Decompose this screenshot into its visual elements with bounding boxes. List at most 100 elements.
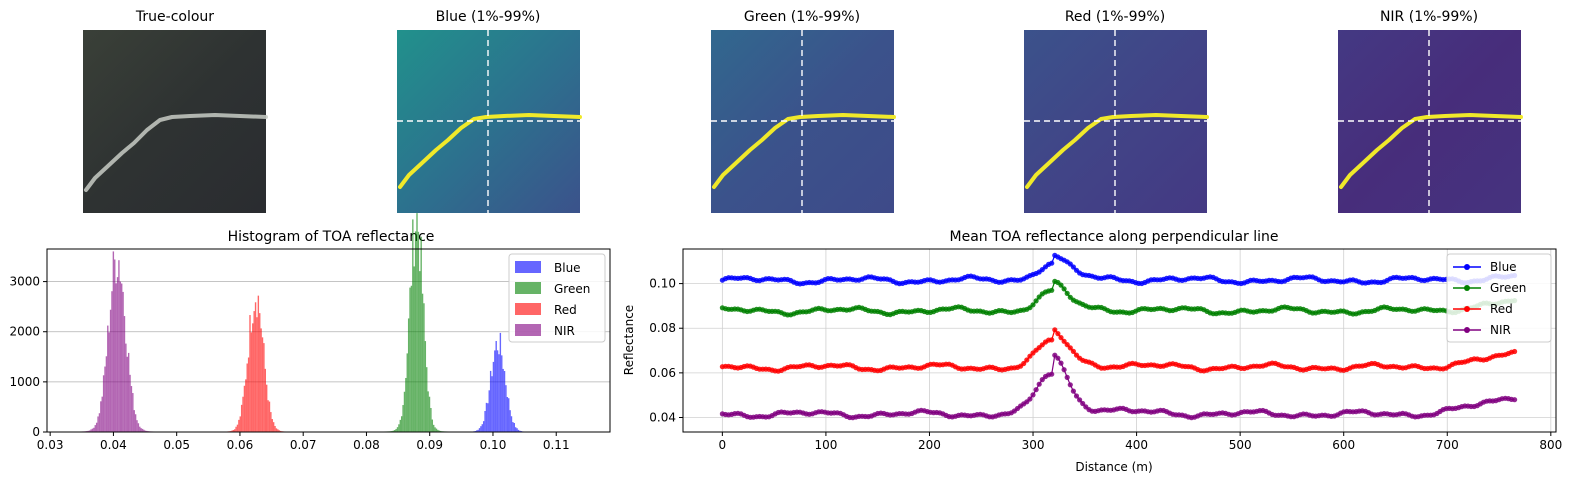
histogram-bar	[516, 428, 518, 432]
histogram-bar	[264, 368, 267, 432]
line-point	[1061, 367, 1067, 373]
histogram-series-green	[375, 213, 457, 432]
line-xtick-label: 300	[1022, 438, 1045, 452]
green-panel: Green (1%-99%)	[711, 9, 896, 213]
line-chart-ticks: 0.04 0.06 0.08 0.10 0 100 200 300 400 500 600 700 80…	[649, 277, 1562, 452]
line-point	[1049, 260, 1055, 266]
blue-river	[398, 113, 582, 189]
histogram-bar	[146, 430, 148, 432]
histogram-bar	[491, 376, 493, 432]
line-chart: Mean TOA reflectance along perpendicular…	[622, 229, 1562, 474]
histogram-bar	[419, 271, 421, 432]
true-colour-river	[84, 113, 268, 192]
histogram-bar	[246, 363, 248, 432]
histogram-frame	[46, 248, 611, 433]
line-chart-ylabel: Reflectance	[622, 305, 636, 375]
histogram-bar	[433, 424, 435, 432]
true-colour-title: True-colour	[135, 9, 214, 25]
histogram-bar	[91, 428, 94, 432]
histogram-bar	[249, 315, 251, 432]
histogram-bar	[437, 429, 439, 432]
line-point	[1024, 357, 1030, 363]
line-point	[1064, 290, 1070, 296]
histogram-bar	[232, 429, 234, 432]
histogram-bar	[97, 416, 99, 432]
histogram-bar	[115, 283, 117, 432]
histogram-bar	[277, 429, 279, 432]
line-legend-marker-red	[1464, 306, 1470, 312]
line-ytick-label: 0.08	[649, 321, 676, 335]
histogram-bar	[275, 428, 278, 432]
histogram-bar	[89, 430, 91, 432]
legend-swatch-nir	[515, 324, 541, 336]
line-chart-series	[719, 252, 1518, 421]
line-point	[1070, 264, 1076, 270]
histogram-bar	[478, 428, 481, 432]
histogram-bar	[102, 375, 105, 432]
line-legend-label-nir: NIR	[1490, 323, 1511, 337]
histogram-bar	[435, 428, 438, 432]
histogram-bar	[495, 340, 497, 432]
line-series-red	[719, 327, 1518, 374]
line-point	[1021, 360, 1027, 367]
histogram-bar	[261, 337, 264, 432]
line-point	[1512, 348, 1518, 355]
histogram-bar	[252, 323, 254, 432]
histogram-bar	[480, 426, 482, 432]
legend-label-green: Green	[554, 282, 590, 296]
histogram-bar	[114, 259, 116, 432]
histogram-bar	[271, 419, 273, 432]
green-river	[712, 113, 896, 189]
histogram-bar	[509, 410, 511, 432]
line-point	[1061, 338, 1067, 344]
line-point	[1512, 397, 1518, 403]
histogram-bar	[400, 416, 403, 432]
histogram-bar	[412, 219, 414, 432]
histogram-bar	[101, 396, 103, 432]
histogram-ticks: 0 1000 2000 3000 0.03 0.04 0.05 0.06 0.07 0.08 0.0…	[9, 275, 569, 452]
histogram-xtick-label: 0.03	[37, 438, 64, 452]
line-legend-label-blue: Blue	[1490, 260, 1517, 274]
line-legend-label-red: Red	[1490, 302, 1513, 316]
histogram-bar	[431, 419, 434, 432]
line-point	[1030, 302, 1036, 308]
line-point	[1049, 371, 1055, 377]
line-point	[1049, 287, 1055, 293]
legend-label-nir: NIR	[554, 324, 575, 338]
line-point	[1067, 345, 1073, 351]
line-point	[1061, 286, 1067, 292]
line-point	[1064, 374, 1070, 380]
histogram-bar	[98, 413, 101, 432]
histogram-bar	[410, 285, 413, 432]
histogram-bar	[487, 403, 489, 432]
histogram-bar	[242, 396, 244, 432]
line-series-nir	[719, 352, 1518, 421]
histogram-ytick-label: 0	[32, 425, 40, 439]
line-point	[1070, 388, 1076, 394]
histogram-bar	[274, 425, 276, 432]
histogram-bar	[414, 231, 417, 432]
line-ytick-label: 0.06	[649, 366, 676, 380]
legend-swatch-blue	[515, 261, 541, 273]
histogram-bar	[245, 379, 247, 432]
histogram-bar	[94, 425, 96, 432]
histogram-bar	[395, 428, 397, 432]
histogram-bar	[104, 366, 106, 432]
line-point	[1080, 400, 1086, 407]
nir-panel: NIR (1%-99%)	[1338, 9, 1523, 213]
histogram-bar	[505, 385, 507, 432]
histogram-series-red	[210, 295, 301, 432]
nir-panel-title: NIR (1%-99%)	[1380, 9, 1478, 25]
histogram-bar	[95, 422, 98, 432]
red-panel-title: Red (1%-99%)	[1065, 9, 1165, 25]
legend-swatch-green	[515, 282, 541, 294]
legend-label-blue: Blue	[554, 261, 581, 275]
histogram-bar	[482, 421, 485, 432]
histogram-bar	[405, 377, 407, 432]
histogram-bar	[476, 430, 478, 432]
histogram-bar	[513, 423, 515, 432]
line-chart-title: Mean TOA reflectance along perpendicular…	[950, 229, 1279, 245]
line-ytick-label: 0.10	[649, 277, 676, 291]
histogram-xtick-label: 0.09	[416, 438, 443, 452]
line-point	[1058, 282, 1064, 288]
